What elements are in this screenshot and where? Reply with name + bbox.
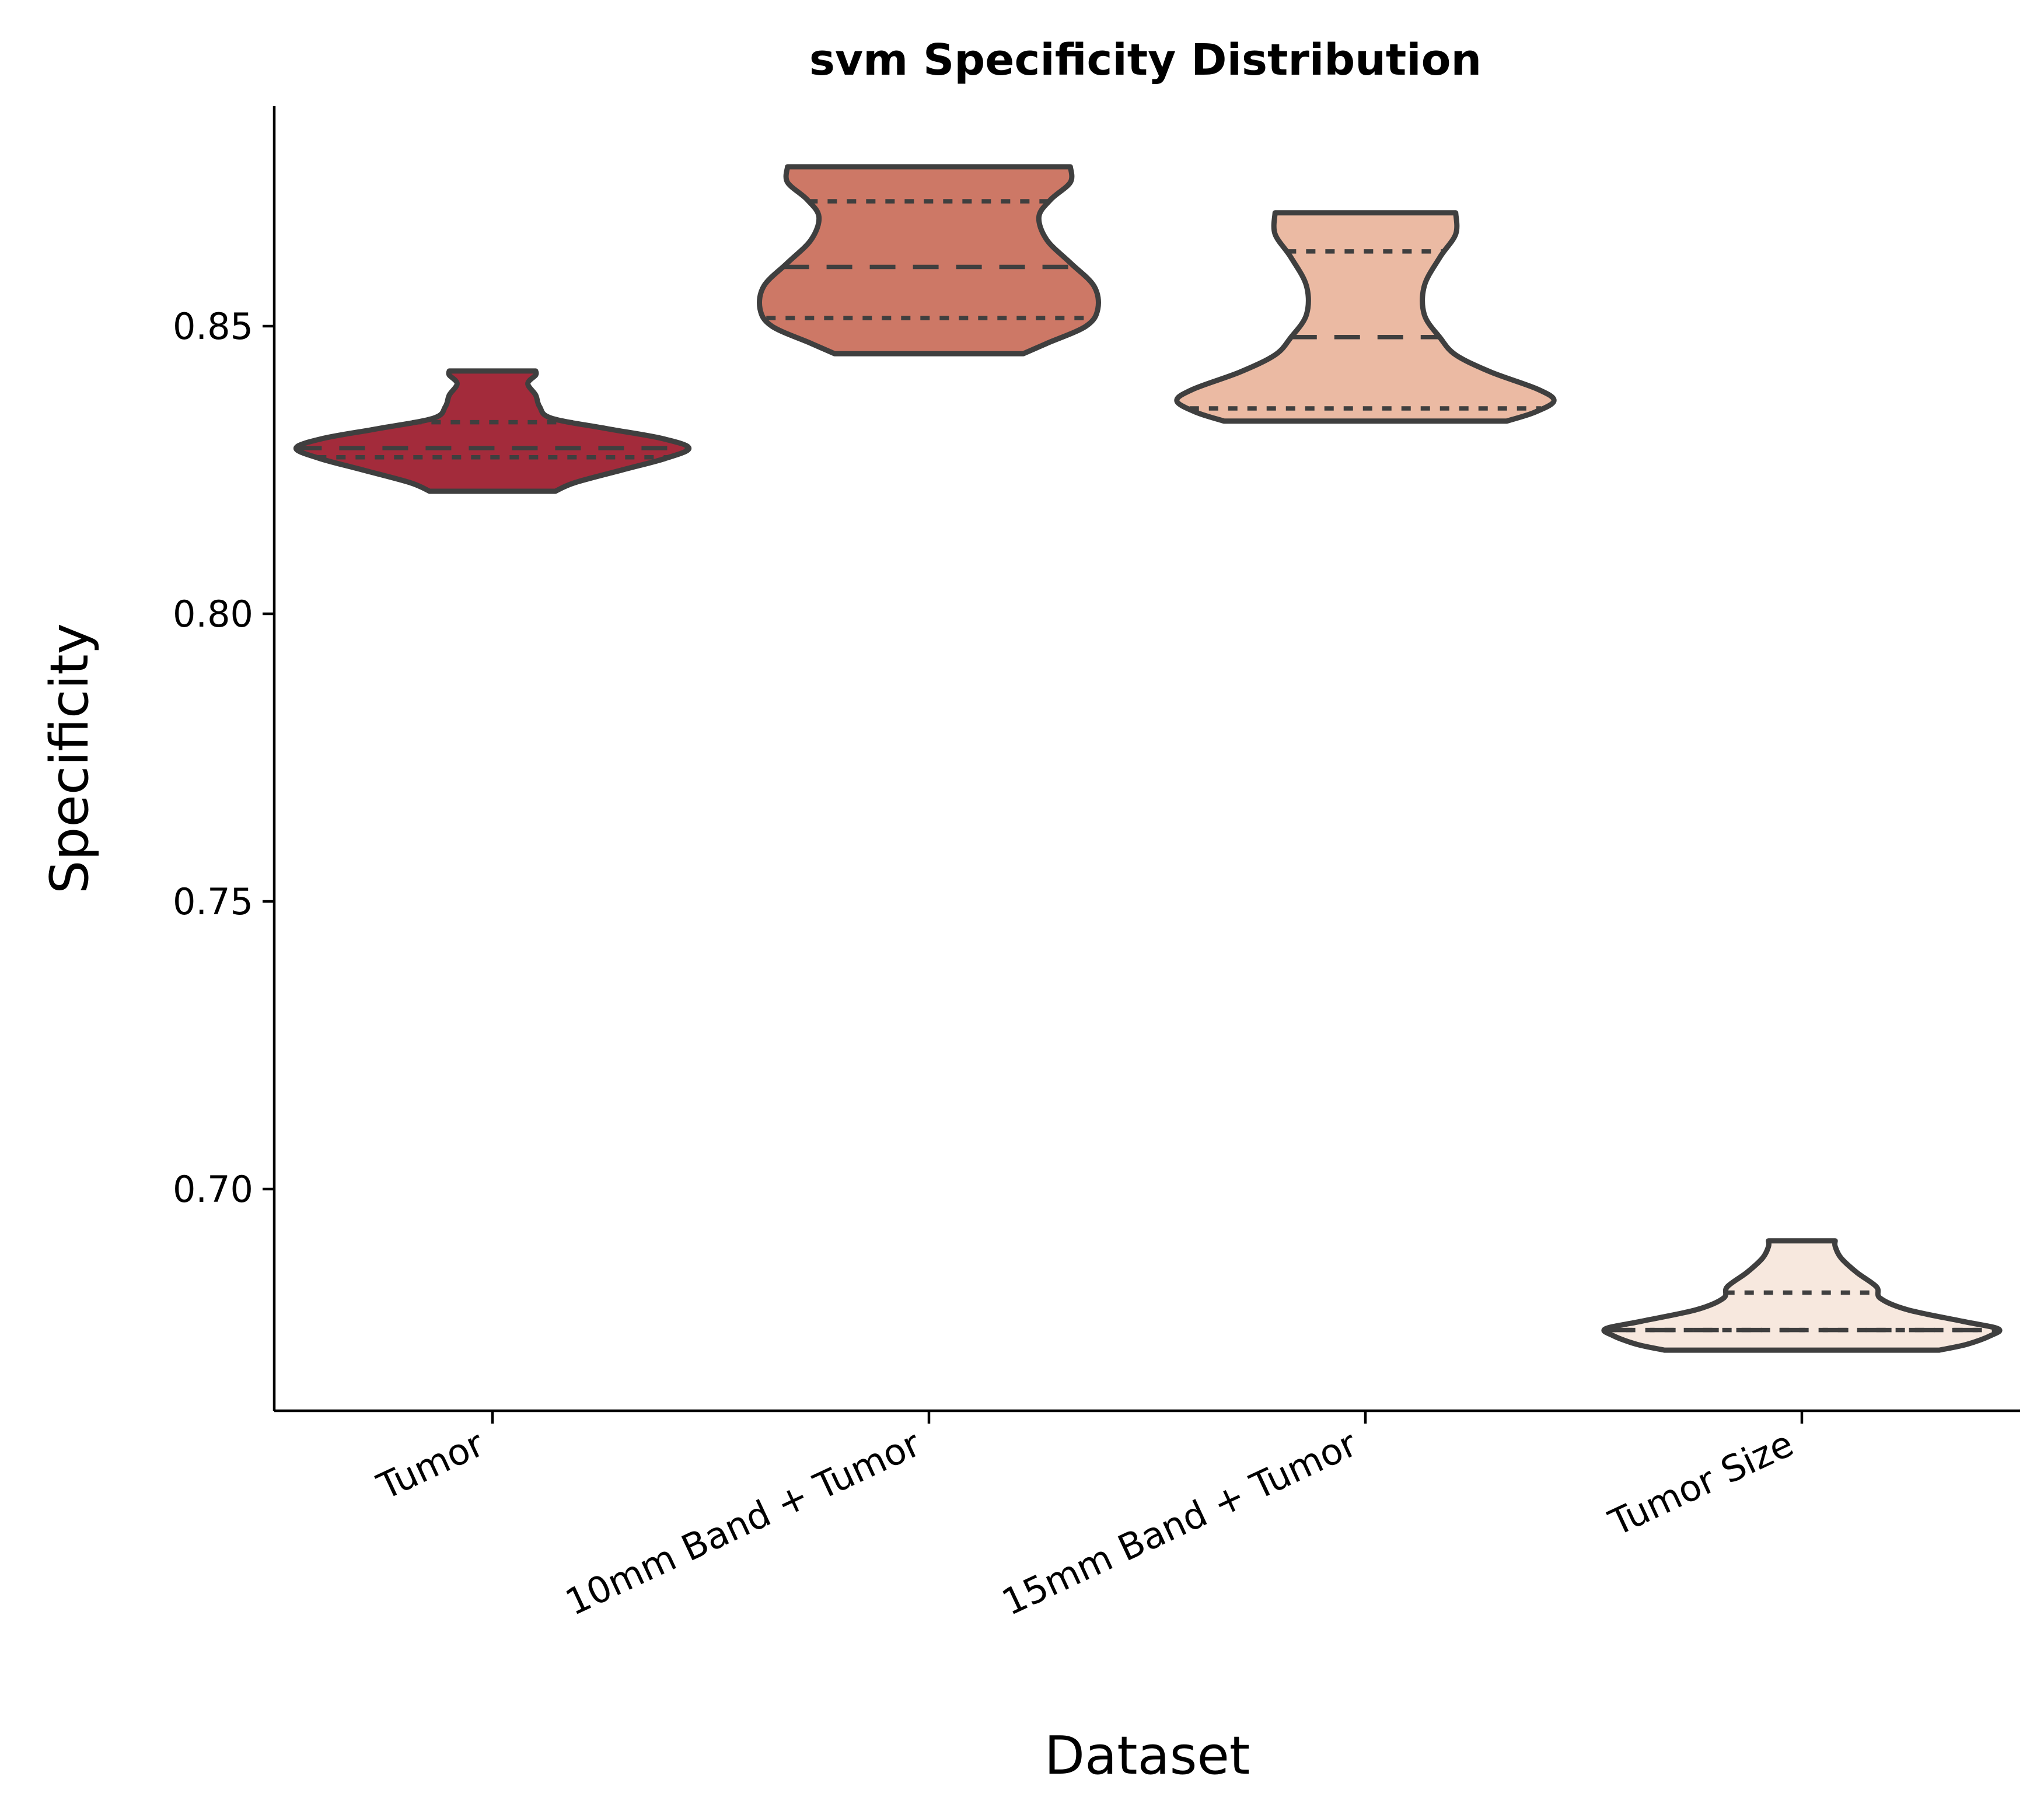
y-axis: 0.70 0.75 0.80 0.85 [173, 106, 276, 1411]
y-tick-label: 0.80 [173, 593, 253, 635]
violins-group [293, 164, 2003, 1353]
violin-body [1174, 210, 1557, 424]
violin-body [1601, 1238, 2003, 1353]
y-axis-label: Specificity [39, 623, 100, 894]
violin-4 [1601, 1238, 2003, 1353]
x-axis: Tumor 10mm Band + Tumor 15mm Band + Tumor T… [274, 1409, 2020, 1624]
violin-1 [293, 368, 692, 494]
x-axis-label: Dataset [1044, 1725, 1250, 1786]
x-tick-label: Tumor Size [1602, 1422, 1800, 1544]
violin-2 [757, 164, 1101, 356]
x-tick-label: 15mm Band + Tumor [995, 1422, 1364, 1624]
x-tick-label: Tumor [371, 1422, 491, 1508]
chart-title: svm Specificity Distribution [809, 35, 1482, 85]
y-tick-label: 0.70 [173, 1168, 253, 1211]
violin-body [757, 164, 1101, 356]
violin-3 [1174, 210, 1557, 424]
violin-body [293, 368, 692, 494]
x-tick-label: 10mm Band + Tumor [559, 1422, 927, 1624]
y-tick-label: 0.75 [173, 880, 253, 923]
y-tick-label: 0.85 [173, 305, 253, 348]
